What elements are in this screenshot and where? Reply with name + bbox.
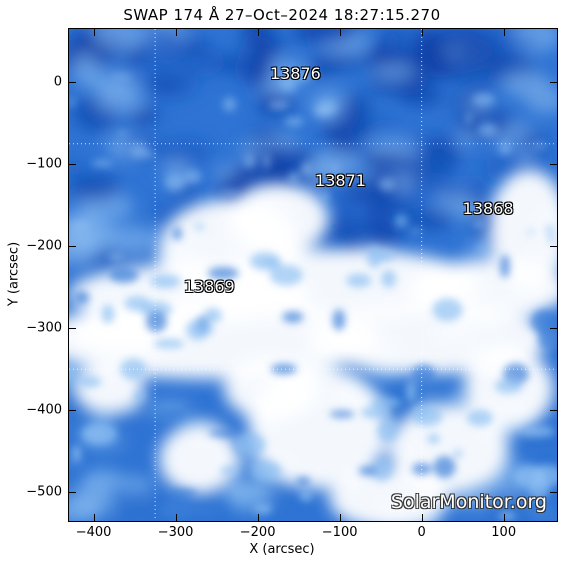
x-tick-mark [257,29,259,36]
active-region-label: 13868 [462,199,514,219]
y-tick-mark [69,410,76,412]
y-tick-mark [550,82,557,84]
x-tick-mark [175,29,177,36]
x-tick-mark [175,514,177,521]
y-tick-label: −200 [26,238,62,254]
x-axis-label: X (arcsec) [249,542,315,557]
x-tick-mark [339,514,341,521]
x-tick-mark [421,514,423,521]
x-tick-label: 100 [491,525,517,540]
x-tick-mark [421,29,423,36]
x-tick-mark [93,514,95,521]
y-tick-mark [550,410,557,412]
loop-structures [69,71,557,521]
x-tick-mark [93,29,95,36]
x-tick-label: −400 [75,525,112,540]
y-tick-mark [550,328,557,330]
y-tick-mark [550,246,557,248]
y-tick-label: −500 [26,484,62,500]
coordinate-grid [69,29,557,521]
y-tick-mark [69,328,76,330]
y-tick-label: −100 [26,156,62,172]
watermark: SolarMonitor.org [390,491,547,513]
active-region-label: 13871 [315,170,366,190]
y-tick-mark [550,164,557,166]
x-tick-mark [503,514,505,521]
y-tick-label: −400 [26,402,62,418]
y-tick-mark [69,164,76,166]
x-tick-mark [503,29,505,36]
y-tick-mark [69,492,76,494]
y-tick-mark [69,246,76,248]
x-tick-label: −300 [157,525,194,540]
y-tick-mark [69,82,76,84]
x-tick-mark [339,29,341,36]
y-tick-mark [550,492,557,494]
x-tick-mark [257,514,259,521]
image-title: SWAP 174 Å 27–Oct–2024 18:27:15.270 [123,6,441,24]
euv-image [69,29,557,521]
active-region-label: 13869 [183,277,235,297]
x-tick-label: −100 [321,525,358,540]
x-tick-label: −200 [239,525,276,540]
y-tick-label: −300 [26,320,62,336]
y-tick-label: 0 [53,74,62,90]
active-region-label: 13876 [269,64,321,84]
x-tick-label: 0 [417,525,426,540]
solar-image: SolarMonitor.org [68,28,558,522]
